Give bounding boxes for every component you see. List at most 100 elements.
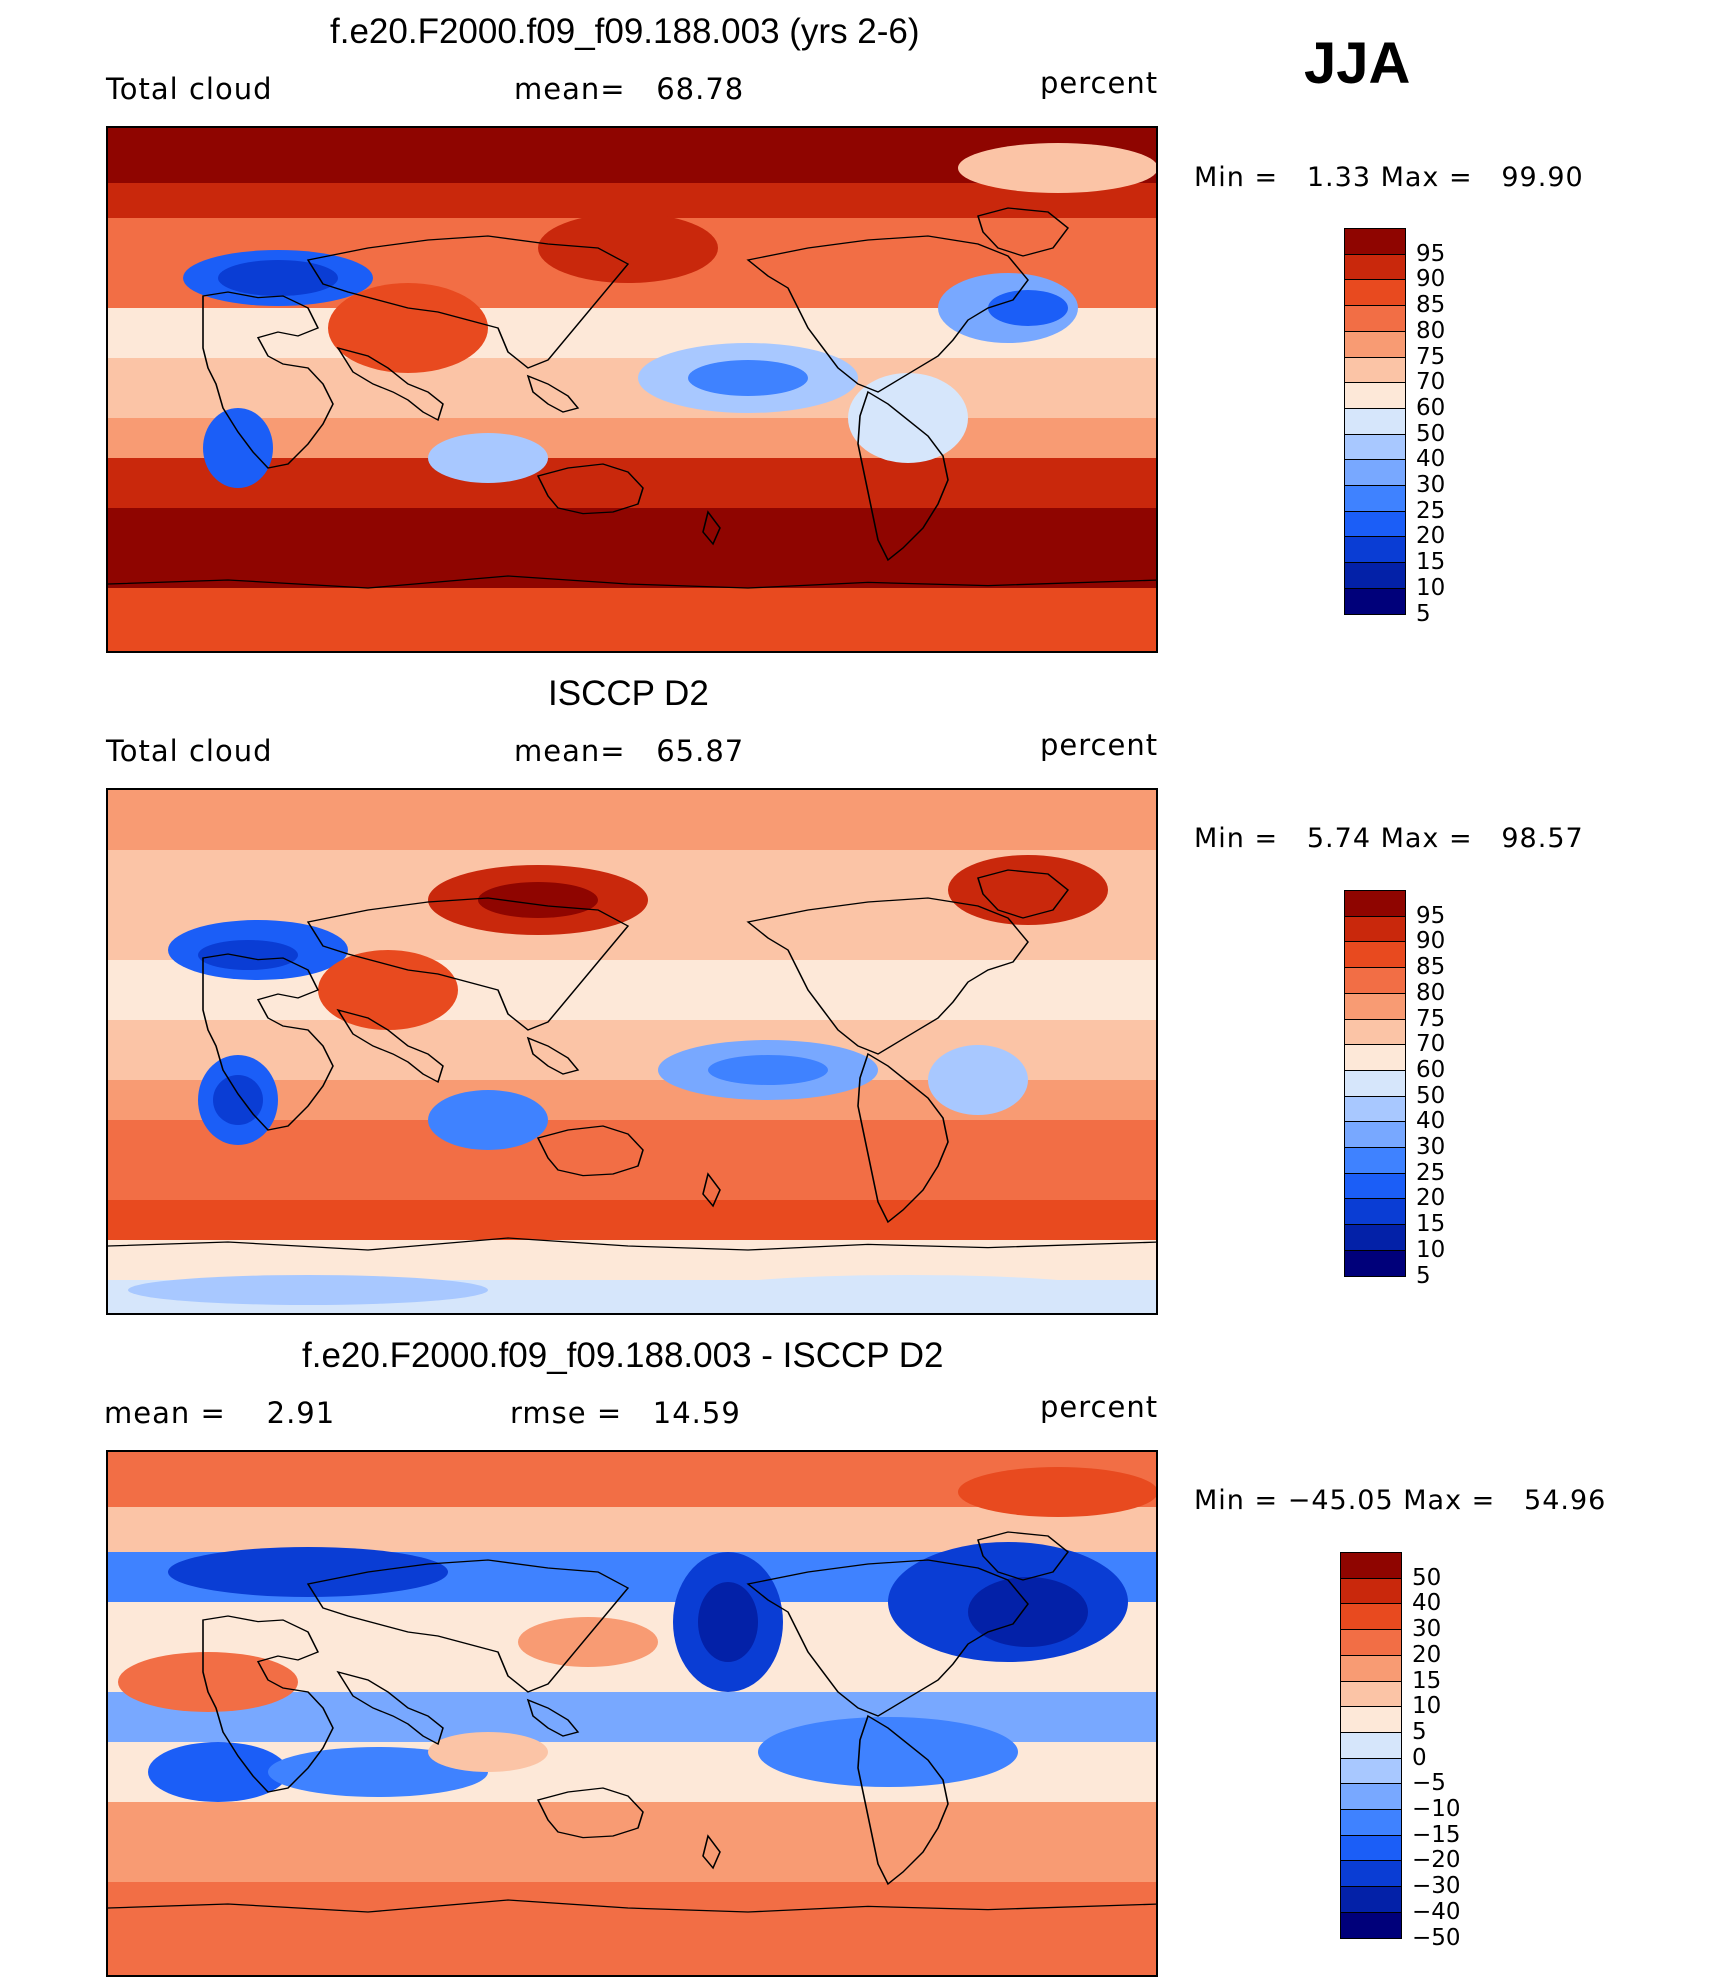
colorbar-label: −30 bbox=[1412, 1873, 1461, 1900]
contour-blob bbox=[758, 1717, 1018, 1787]
colorbar-label: 80 bbox=[1416, 317, 1446, 344]
coastline bbox=[526, 374, 580, 413]
coastline bbox=[977, 869, 1070, 919]
colorbar-swatch bbox=[1340, 1834, 1402, 1862]
colorbar-swatch bbox=[1340, 1706, 1402, 1733]
coastline bbox=[746, 897, 1029, 1055]
contour-blob bbox=[428, 433, 548, 483]
colorbar-swatch bbox=[1344, 228, 1406, 255]
colorbar-label: 20 bbox=[1412, 1641, 1442, 1668]
contour-band bbox=[108, 1882, 1156, 1975]
colorbar-label: −10 bbox=[1412, 1796, 1461, 1822]
colorbar-label: 50 bbox=[1416, 420, 1446, 447]
contour-blob bbox=[688, 360, 808, 396]
min-max-readout: Min = 1.33 Max = 99.90 bbox=[1194, 162, 1584, 193]
contour-blob bbox=[518, 1617, 658, 1667]
contour-blob bbox=[428, 1090, 548, 1150]
mean-label: mean= 68.78 bbox=[514, 72, 745, 106]
min-max-readout: Min = 5.74 Max = 98.57 bbox=[1194, 823, 1584, 854]
colorbar-swatch bbox=[1340, 1757, 1402, 1785]
colorbar-label: 85 bbox=[1416, 954, 1446, 981]
units-label: percent bbox=[1040, 66, 1159, 100]
max-value: 98.57 bbox=[1501, 823, 1584, 854]
colorbar-label: 25 bbox=[1416, 1159, 1446, 1186]
colorbar-swatch bbox=[1340, 1552, 1402, 1579]
colorbar-label: 50 bbox=[1412, 1564, 1442, 1591]
colorbar-swatch bbox=[1344, 1172, 1406, 1200]
coastline bbox=[336, 1008, 444, 1084]
coastline bbox=[857, 1714, 949, 1886]
colorbar-label: 30 bbox=[1416, 472, 1446, 498]
min-label: Min = bbox=[1194, 1485, 1279, 1516]
coastline bbox=[702, 510, 721, 546]
colorbar-swatch bbox=[1340, 1731, 1402, 1759]
coastline bbox=[857, 1052, 949, 1224]
colorbar-label: 95 bbox=[1416, 240, 1446, 267]
mean-label: mean = 2.91 bbox=[104, 1396, 336, 1430]
contour-blob bbox=[958, 143, 1156, 193]
colorbar-swatch bbox=[1340, 1860, 1402, 1888]
contour-blob bbox=[148, 1742, 288, 1802]
contour-band bbox=[108, 1120, 1156, 1200]
coastline bbox=[202, 953, 334, 1131]
colorbar-swatch bbox=[1344, 1198, 1406, 1226]
colorbar-swatch bbox=[1344, 1147, 1406, 1174]
colorbar-swatch bbox=[1344, 330, 1406, 358]
contour-blob bbox=[328, 283, 488, 373]
contour-band bbox=[108, 418, 1156, 458]
coastline bbox=[702, 1834, 721, 1870]
colorbar-label: 85 bbox=[1416, 292, 1446, 319]
colorbar-swatch bbox=[1344, 485, 1406, 512]
colorbar-swatch bbox=[1344, 1121, 1406, 1148]
colorbar-swatch bbox=[1340, 1654, 1402, 1682]
coastline bbox=[202, 291, 334, 469]
min-max-readout: Min = −45.05 Max = 54.96 bbox=[1194, 1485, 1606, 1516]
contour-band bbox=[108, 183, 1156, 218]
variable-label: Total cloud bbox=[106, 72, 273, 106]
colorbar-swatch bbox=[1344, 915, 1406, 943]
contour-blob bbox=[203, 408, 273, 488]
panel-title: f.e20.F2000.f09_f09.188.003 - ISCCP D2 bbox=[302, 1336, 944, 1375]
coastline bbox=[336, 346, 444, 422]
colorbar-label: 60 bbox=[1416, 1056, 1446, 1083]
colorbar-label: 5 bbox=[1412, 1718, 1427, 1745]
colorbar-label: 0 bbox=[1412, 1744, 1427, 1771]
colorbar-label: 40 bbox=[1416, 446, 1446, 473]
colorbar-swatch bbox=[1344, 562, 1406, 589]
colorbar-label: −5 bbox=[1412, 1770, 1446, 1797]
coastline bbox=[526, 1698, 580, 1737]
max-value: 99.90 bbox=[1501, 162, 1584, 193]
contour-blob bbox=[988, 290, 1068, 326]
colorbar-swatch bbox=[1340, 1783, 1402, 1810]
colorbar-swatch bbox=[1344, 890, 1406, 917]
colorbar-swatch bbox=[1344, 433, 1406, 461]
coastline bbox=[108, 1237, 1156, 1251]
contour-band bbox=[108, 1802, 1156, 1882]
colorbar: 95 90 85 80 75 70 60 50 40 30 25 20 15 10 5 bbox=[1344, 228, 1464, 625]
colorbar-label: 30 bbox=[1412, 1616, 1442, 1643]
colorbar-swatch bbox=[1340, 1809, 1402, 1836]
contour-band bbox=[108, 458, 1156, 508]
colorbar-label: 5 bbox=[1416, 600, 1431, 627]
variable-label: Total cloud bbox=[106, 734, 273, 768]
colorbar-swatch bbox=[1340, 1680, 1402, 1708]
colorbar-label: −40 bbox=[1412, 1898, 1461, 1925]
coastline bbox=[536, 1125, 644, 1177]
min-value: 1.33 bbox=[1306, 162, 1371, 193]
colorbar-swatch bbox=[1340, 1886, 1402, 1913]
coastline bbox=[526, 1036, 580, 1075]
units-label: percent bbox=[1040, 1390, 1159, 1424]
contour-blob bbox=[708, 1275, 1108, 1305]
colorbar-swatch bbox=[1340, 1911, 1402, 1940]
colorbar-swatch bbox=[1344, 1044, 1406, 1071]
contour-blob bbox=[948, 855, 1108, 925]
colorbar-label: 75 bbox=[1416, 1005, 1446, 1032]
map-panel-model bbox=[106, 126, 1158, 653]
colorbar: 95 90 85 80 75 70 60 50 40 30 25 20 15 10 5 bbox=[1344, 890, 1464, 1287]
colorbar-swatch bbox=[1340, 1603, 1402, 1631]
max-label: Max = bbox=[1380, 823, 1473, 854]
colorbar-swatch bbox=[1344, 1249, 1406, 1278]
colorbar-label: 40 bbox=[1416, 1108, 1446, 1135]
colorbar-label: 70 bbox=[1416, 369, 1446, 396]
coastline bbox=[536, 1787, 644, 1839]
